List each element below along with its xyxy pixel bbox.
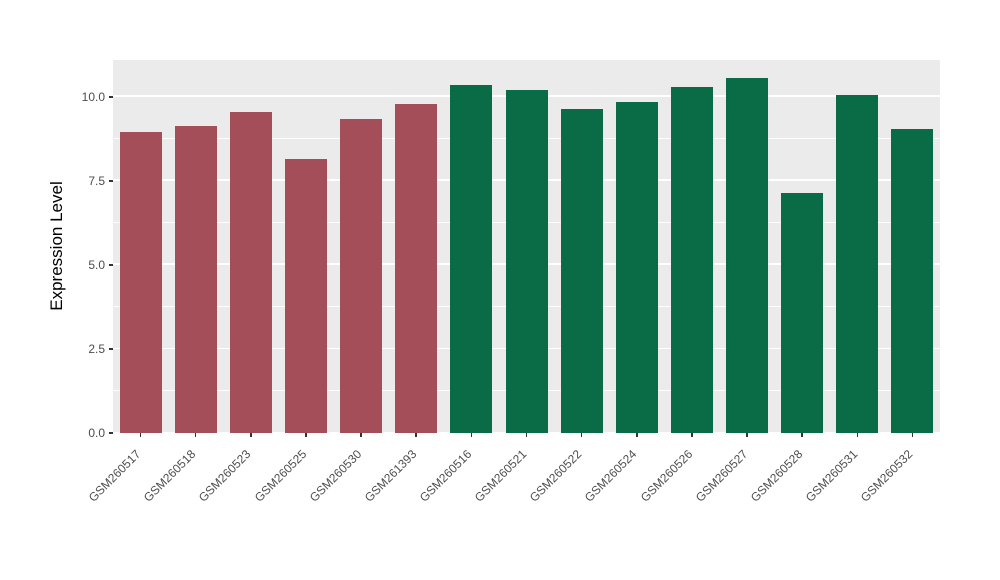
- x-tick-mark: [801, 433, 803, 437]
- x-tick-mark: [525, 433, 528, 437]
- x-tick-label: GSM260516: [416, 447, 475, 505]
- bar-GSM260518: [174, 125, 217, 433]
- bar-GSM260531: [836, 95, 879, 433]
- x-tick-mark: [691, 433, 693, 437]
- x-tick-mark: [250, 433, 252, 437]
- x-tick-mark: [139, 433, 142, 437]
- bar-GSM261393: [395, 103, 438, 433]
- x-tick-mark: [856, 433, 859, 437]
- x-tick-label: GSM260527: [692, 447, 750, 505]
- x-tick-label: GSM260523: [196, 447, 254, 505]
- x-tick-label: GSM260524: [582, 447, 640, 505]
- y-tick-mark: [109, 96, 113, 98]
- x-tick-mark: [636, 433, 638, 437]
- plot-panel: [113, 60, 940, 433]
- x-tick-label: GSM260531: [802, 447, 861, 505]
- x-tick-label: GSM261393: [361, 447, 420, 505]
- x-tick-label: GSM260530: [306, 447, 365, 505]
- bar-GSM260523: [229, 112, 272, 433]
- y-tick-label: 7.5: [88, 173, 105, 188]
- y-tick-label: 0.0: [88, 426, 105, 440]
- y-tick-label: 2.5: [88, 341, 105, 356]
- y-tick-mark: [109, 348, 113, 350]
- bar-GSM260532: [891, 128, 934, 433]
- x-tick-label: GSM260518: [141, 447, 199, 505]
- x-tick-mark: [415, 433, 417, 437]
- bar-GSM260527: [726, 78, 769, 433]
- bar-GSM260521: [505, 90, 548, 433]
- bar-GSM260530: [340, 118, 383, 433]
- y-tick-mark: [109, 432, 113, 434]
- bar-GSM260517: [119, 132, 162, 433]
- x-tick-label: GSM260528: [747, 447, 806, 505]
- y-axis-title: Expression Level: [47, 181, 66, 311]
- y-tick-label: 10.0: [81, 89, 105, 104]
- x-tick-mark: [746, 433, 748, 437]
- x-tick-mark: [360, 433, 362, 437]
- bar-GSM260528: [781, 192, 824, 433]
- bar-GSM260525: [284, 159, 327, 433]
- x-tick-mark: [580, 433, 583, 437]
- bar-GSM260524: [615, 102, 658, 433]
- x-tick-label: GSM260525: [251, 447, 309, 505]
- x-tick-mark: [194, 433, 197, 437]
- bar-GSM260516: [450, 85, 493, 433]
- y-tick-label: 5.0: [88, 257, 105, 272]
- y-tick-mark: [109, 180, 113, 182]
- x-tick-mark: [470, 433, 473, 437]
- x-tick-label: GSM260532: [857, 447, 916, 505]
- x-tick-label: GSM260521: [471, 447, 530, 505]
- bar-GSM260526: [670, 86, 713, 433]
- x-tick-label: GSM260526: [637, 447, 695, 505]
- x-tick-mark: [911, 433, 914, 437]
- x-tick-label: GSM260517: [85, 447, 144, 505]
- y-tick-mark: [109, 264, 113, 266]
- x-tick-label: GSM260522: [527, 447, 585, 505]
- x-tick-mark: [305, 433, 307, 437]
- bar-GSM260522: [560, 108, 603, 433]
